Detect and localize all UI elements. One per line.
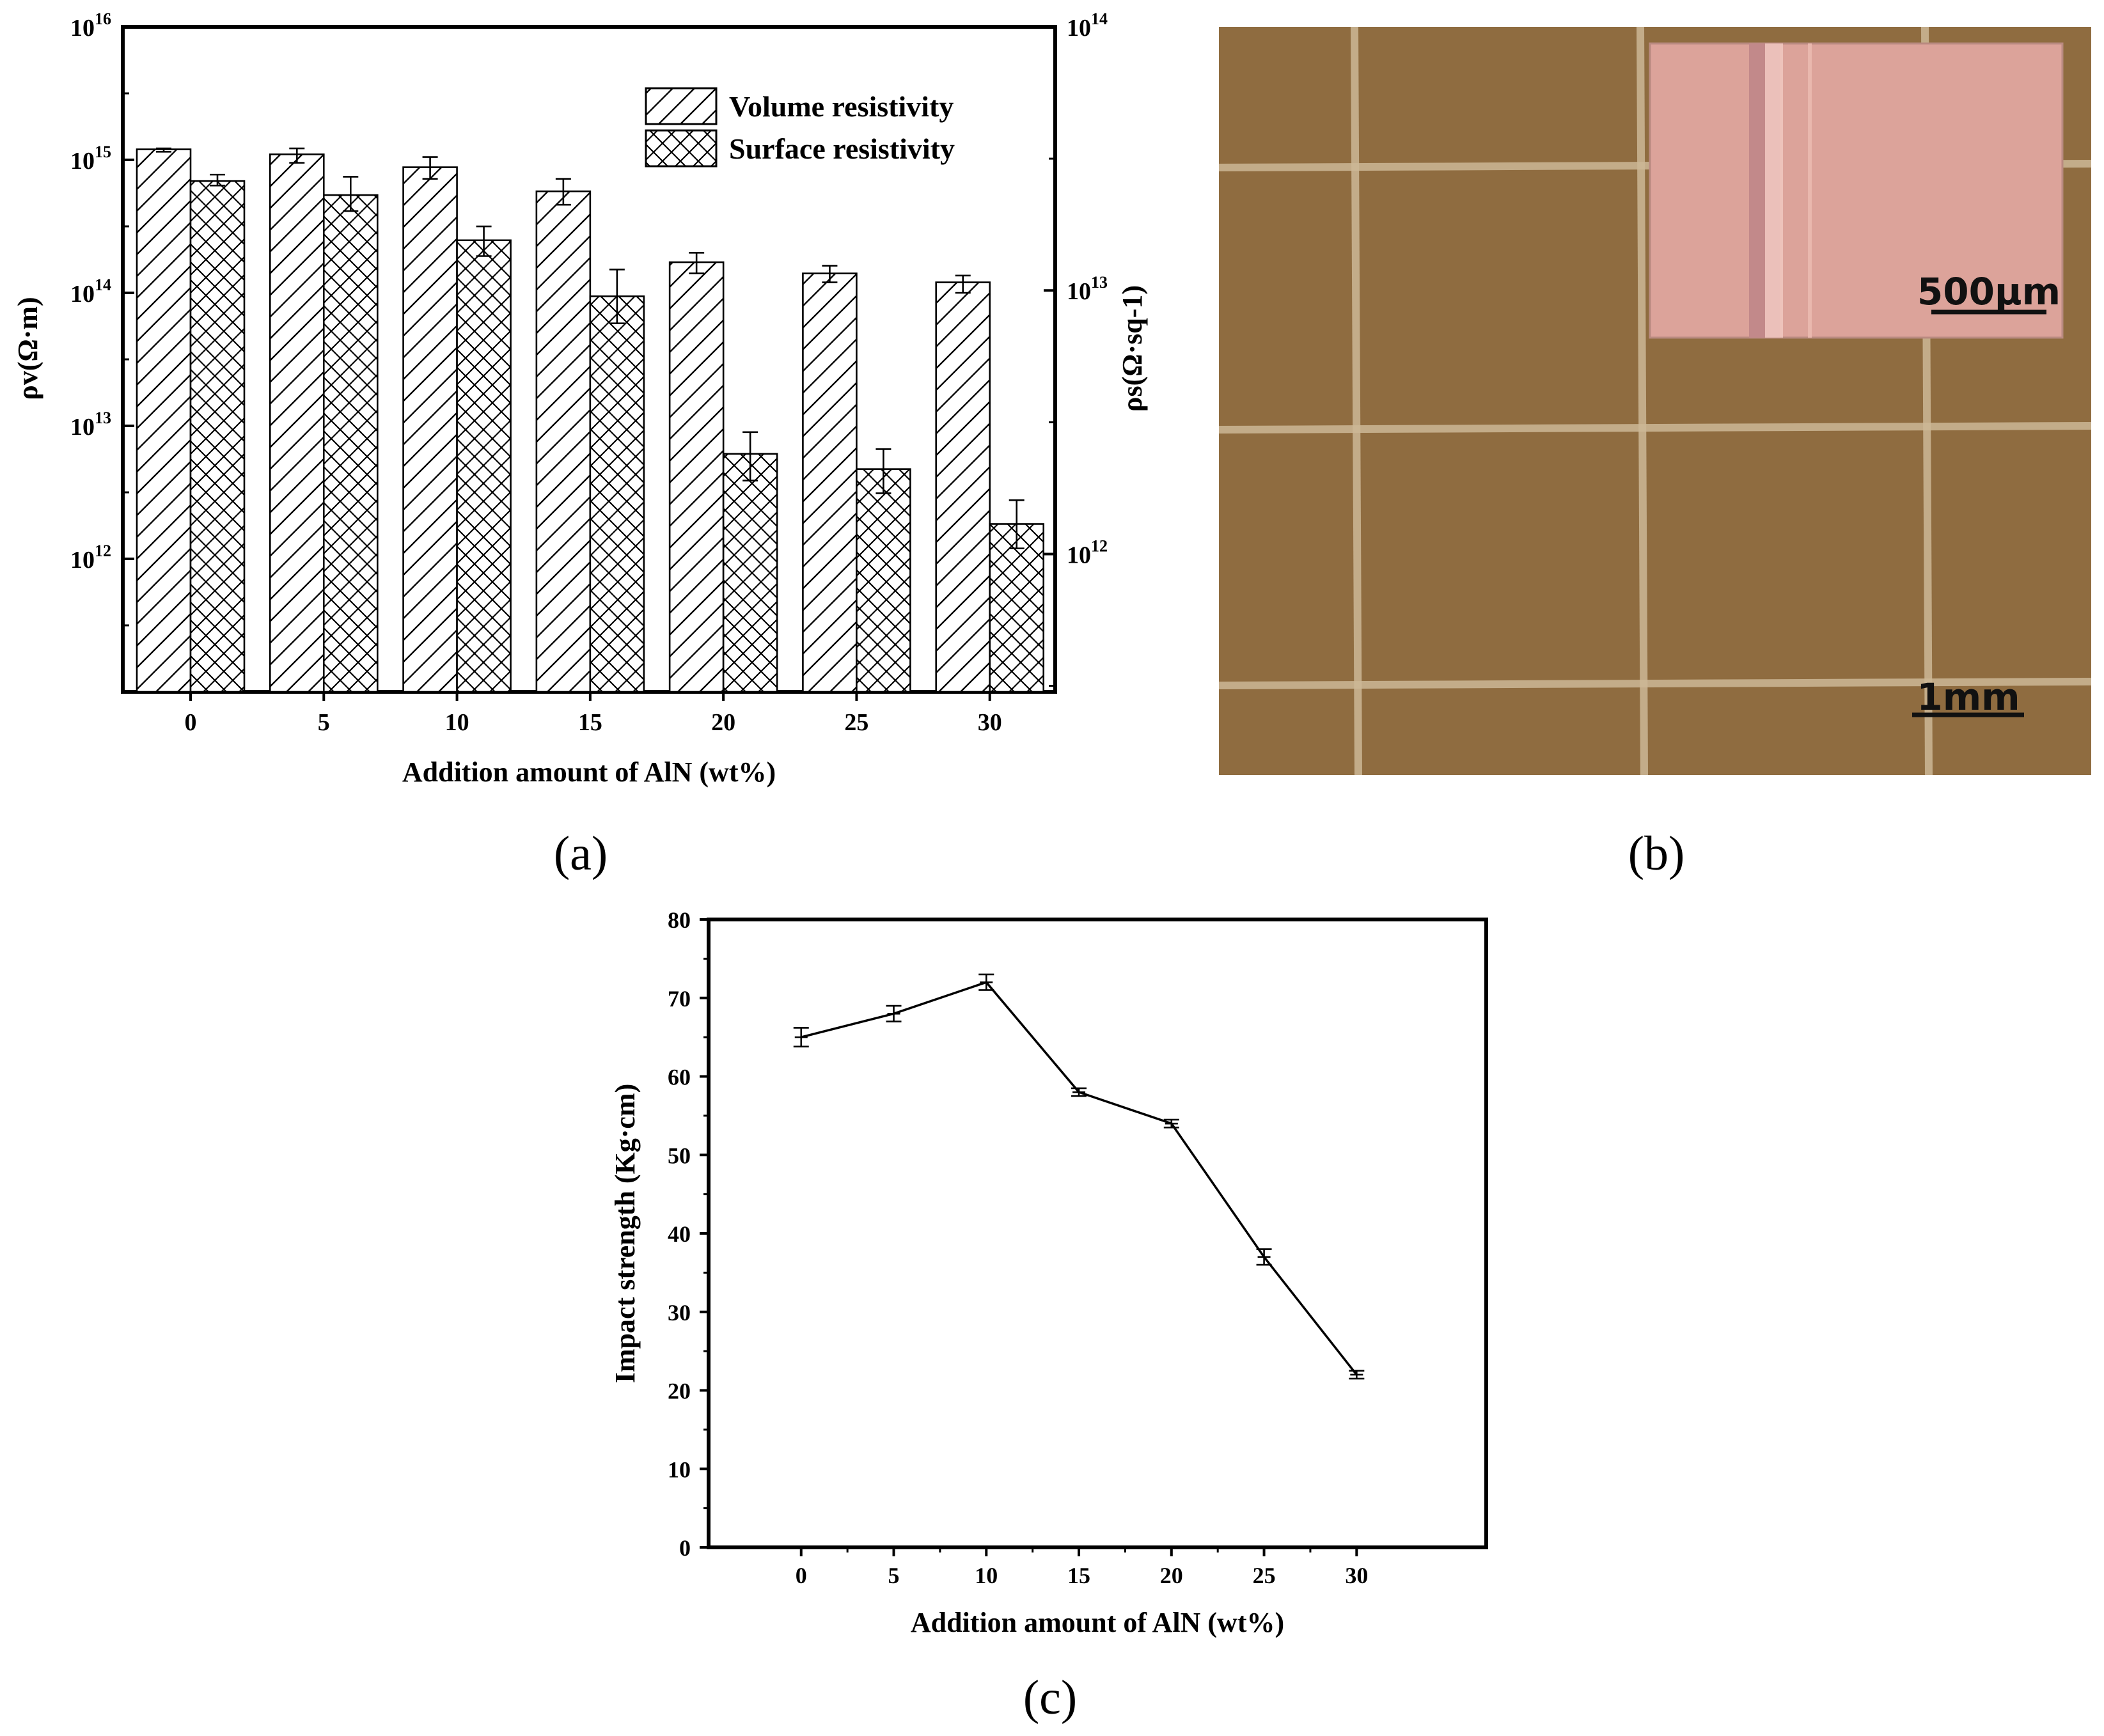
data-point-5 (886, 1005, 902, 1022)
y-tick-label: 10 (668, 1457, 691, 1482)
legend-label-volume: Volume resistivity (729, 90, 954, 123)
impact-strength-chart: 0 10 20 30 40 50 60 70 80 0 5 10 15 20 25 30 Addition … (609, 907, 1488, 1638)
y2-tick-label: 1012 (1067, 536, 1108, 568)
error-bar-surface-20 (742, 431, 758, 481)
x-tick-label: 15 (1067, 1563, 1090, 1588)
bar-volume-15 (535, 190, 592, 693)
bar-volume-5 (269, 153, 325, 693)
data-point-30 (1349, 1370, 1365, 1380)
legend-label-surface: Surface resistivity (729, 132, 955, 165)
error-bar-volume-0 (156, 147, 171, 153)
bar-surface-10 (456, 239, 512, 693)
y-tick-label: 20 (668, 1379, 691, 1404)
x-tick-label: 25 (1253, 1563, 1276, 1588)
inset-image: 500μm (1649, 42, 2064, 339)
y-tick-label: 1012 (70, 542, 111, 574)
bar-volume-25 (802, 272, 858, 693)
x-tick-label: 5 (318, 709, 330, 736)
bar-surface-25 (856, 468, 911, 693)
y-tick-label: 70 (668, 986, 691, 1012)
data-point-15 (1071, 1087, 1087, 1097)
data-point-25 (1256, 1248, 1272, 1266)
data-point-20 (1163, 1118, 1179, 1129)
x-axis-title: Addition amount of AlN (wt%) (402, 756, 776, 788)
y-tick-label: 1015 (70, 143, 111, 175)
data-point-0 (793, 1027, 809, 1048)
error-bar-volume-25 (822, 265, 838, 283)
error-bar-surface-10 (476, 225, 492, 257)
bar-surface-0 (189, 180, 246, 693)
bar-volume-30 (935, 281, 991, 693)
y-tick-label: 1016 (70, 10, 111, 42)
x-axis-title: Addition amount of AlN (wt%) (911, 1607, 1284, 1638)
y-tick-label: 1014 (70, 276, 111, 308)
bar-volume-20 (668, 261, 725, 693)
error-bar-surface-5 (343, 176, 359, 212)
error-bar-volume-20 (689, 252, 705, 274)
x-tick-label: 0 (796, 1563, 807, 1588)
x-tick-label: 30 (978, 709, 1002, 736)
inset-scratch-highlight (1765, 43, 1783, 338)
bar-surface-5 (322, 194, 379, 693)
error-bar-volume-30 (955, 274, 971, 294)
y2-tick-label: 1014 (1067, 10, 1108, 42)
grid-photo: 1mm 500μm (1218, 26, 2092, 776)
y-tick-label: 60 (668, 1065, 691, 1090)
error-bar-surface-25 (875, 448, 891, 494)
x-tick-label: 0 (185, 709, 197, 736)
error-bar-surface-30 (1009, 499, 1025, 550)
plot-frame (707, 918, 1488, 1549)
x-tick-label: 10 (445, 709, 469, 736)
series-line (801, 981, 1358, 1376)
y2-axis-title: ρs(Ω·sq-1) (1117, 285, 1148, 412)
error-bar-surface-0 (210, 173, 225, 187)
x-tick-label: 30 (1345, 1563, 1368, 1588)
inset-background (1649, 42, 2064, 339)
y-tick-label: 0 (679, 1535, 691, 1561)
y2-tick-label: 1013 (1067, 273, 1108, 305)
legend: Volume resistivity Surface resistivity (645, 87, 955, 168)
x-tick-label: 20 (1160, 1563, 1183, 1588)
bar-surface-15 (589, 295, 645, 693)
y-axis-title: Impact strength (Kg·cm) (609, 1084, 641, 1383)
error-bar-surface-15 (609, 269, 625, 325)
error-bar-volume-10 (422, 156, 438, 180)
error-bar-volume-15 (555, 178, 571, 206)
legend-swatch-surface (645, 129, 718, 168)
x-tick-label: 25 (844, 709, 868, 736)
y-tick-label: 40 (668, 1221, 691, 1247)
x-tick-label: 15 (578, 709, 602, 736)
y-tick-label: 1013 (70, 409, 111, 441)
y-tick-label: 80 (668, 907, 691, 933)
bar-volume-10 (402, 166, 458, 693)
panel-label-a: (a) (554, 827, 608, 880)
y-tick-label: 50 (668, 1143, 691, 1168)
panel-label-b: (b) (1628, 827, 1685, 880)
y-tick-label: 30 (668, 1300, 691, 1325)
x-tick-label: 10 (975, 1563, 998, 1588)
bar-surface-30 (989, 523, 1045, 693)
bar-surface-20 (722, 453, 778, 693)
panel-label-c: (c) (1023, 1671, 1077, 1724)
data-point-10 (978, 973, 994, 991)
scale-label-inset: 500μm (1917, 270, 2061, 313)
x-tick-label: 5 (888, 1563, 900, 1588)
bar-volume-0 (136, 148, 192, 693)
error-bar-volume-5 (289, 147, 305, 164)
scale-label-main: 1mm (1917, 675, 2020, 719)
y-axis-title: ρv(Ω·m) (12, 297, 43, 400)
legend-swatch-volume (645, 87, 718, 125)
x-tick-label: 20 (711, 709, 735, 736)
